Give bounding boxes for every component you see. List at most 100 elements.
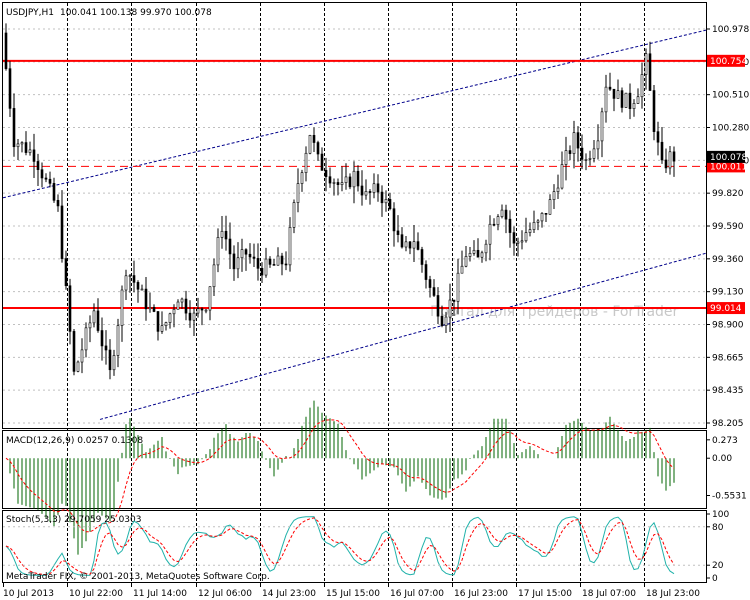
time-label: 15 Jul 15:00	[326, 589, 380, 599]
candle-body	[524, 232, 528, 242]
macd-panel-frame[interactable]	[2, 430, 707, 509]
time-axis[interactable]: 10 Jul 2013 10 Jul 22:00 11 Jul 14:00 12 Ju…	[3, 583, 700, 599]
candle-body	[632, 103, 636, 109]
candle-body	[588, 158, 592, 160]
current-price-tag	[707, 150, 745, 163]
candle-body	[96, 310, 100, 331]
level-price-tag-label: 100.011	[710, 162, 747, 172]
candle-body	[656, 131, 660, 143]
vertical-gridlines	[67, 3, 645, 583]
candle-body	[224, 230, 228, 240]
candle-body	[152, 307, 156, 312]
candle-body	[232, 253, 236, 270]
candle-body	[576, 132, 580, 149]
candle-body	[508, 218, 512, 233]
level-price-tag-label: 99.014	[710, 304, 742, 314]
stoch-tick-label: 0	[712, 574, 718, 584]
ohlc-values: 100.041 100.138 99.970 100.078	[60, 8, 212, 18]
macd-axis: 0.273 0.00 -0.5531	[706, 436, 747, 501]
candle-body	[264, 258, 268, 276]
candle-body	[76, 361, 80, 372]
price-tick-label: 100.280	[712, 124, 749, 134]
candle-body	[572, 132, 576, 154]
candle-body	[80, 349, 84, 363]
candle-body	[304, 152, 308, 173]
candle-body	[328, 176, 332, 184]
watermark-text: Портал для трейдеров - ForTrader	[430, 304, 679, 320]
time-label: 16 Jul 07:00	[390, 589, 444, 599]
candle-body	[380, 191, 384, 204]
candle-body	[228, 238, 232, 255]
candle-body	[316, 142, 320, 155]
candle-body	[556, 187, 560, 192]
candle-body	[236, 257, 240, 270]
candle-body	[516, 241, 520, 244]
price-tick-label: 98.435	[712, 386, 744, 396]
candle-body	[500, 209, 504, 217]
candle-body	[424, 264, 428, 280]
candle-body	[636, 96, 640, 104]
stoch-panel-frame[interactable]	[2, 510, 707, 583]
candlesticks	[4, 23, 676, 380]
candle-body	[248, 253, 252, 258]
macd-title: MACD(12,26,9) 0.0257 0.1308	[6, 436, 143, 446]
candle-body	[300, 172, 304, 184]
price-channel[interactable]	[2, 29, 707, 420]
candle-body	[552, 191, 556, 200]
candle-body	[540, 213, 544, 222]
candle-body	[180, 298, 184, 303]
candle-body	[200, 308, 204, 311]
copyright-text: MetaTrader FIX, © 2001-2013, MetaQuotes …	[6, 572, 270, 582]
candle-body	[352, 170, 356, 188]
candle-body	[580, 147, 584, 160]
candle-body	[240, 249, 244, 259]
candle-body	[312, 135, 316, 143]
candle-body	[660, 141, 664, 161]
candle-body	[212, 264, 216, 288]
candle-body	[220, 230, 224, 238]
candle-body	[452, 299, 456, 302]
stoch-title: Stoch(5,3,3) 29.7059 25.0303	[6, 515, 141, 525]
candle-body	[484, 243, 488, 254]
time-label: 14 Jul 23:00	[262, 589, 316, 599]
candle-body	[184, 298, 188, 314]
price-tick-label: 99.820	[712, 189, 744, 199]
candle-body	[8, 68, 12, 109]
candle-body	[600, 111, 604, 142]
candle-body	[620, 90, 624, 108]
price-tick-label: 98.900	[712, 321, 744, 331]
candle-body	[492, 223, 496, 226]
candle-body	[56, 200, 60, 207]
candle-body	[116, 325, 120, 356]
time-label: 10 Jul 2013	[3, 589, 54, 599]
candle-body	[84, 327, 88, 351]
candle-body	[288, 227, 292, 266]
stoch-axis: 100 80 20 0	[3, 510, 729, 584]
price-tick-label: 99.130	[712, 288, 744, 298]
candle-body	[568, 150, 572, 154]
candle-body	[188, 312, 192, 321]
candle-body	[396, 230, 400, 235]
candle-body	[356, 170, 360, 187]
main-panel-frame[interactable]	[2, 2, 707, 429]
candle-body	[672, 151, 676, 162]
horizontal-gridlines	[3, 28, 706, 424]
candle-body	[308, 135, 312, 154]
candle-body	[408, 241, 412, 249]
macd-indicator	[5, 400, 675, 555]
price-tick-label: 99.360	[712, 255, 744, 265]
candle-body	[112, 355, 116, 371]
candle-body	[400, 234, 404, 248]
candle-body	[416, 241, 420, 250]
candle-body	[20, 142, 24, 145]
candle-body	[652, 90, 656, 132]
candle-body	[324, 170, 328, 177]
time-label: 10 Jul 22:00	[69, 589, 123, 599]
candle-body	[388, 199, 392, 210]
candle-body	[60, 205, 64, 259]
candle-body	[64, 258, 68, 287]
candle-body	[336, 182, 340, 185]
candle-body	[24, 142, 28, 153]
candle-body	[348, 176, 352, 188]
